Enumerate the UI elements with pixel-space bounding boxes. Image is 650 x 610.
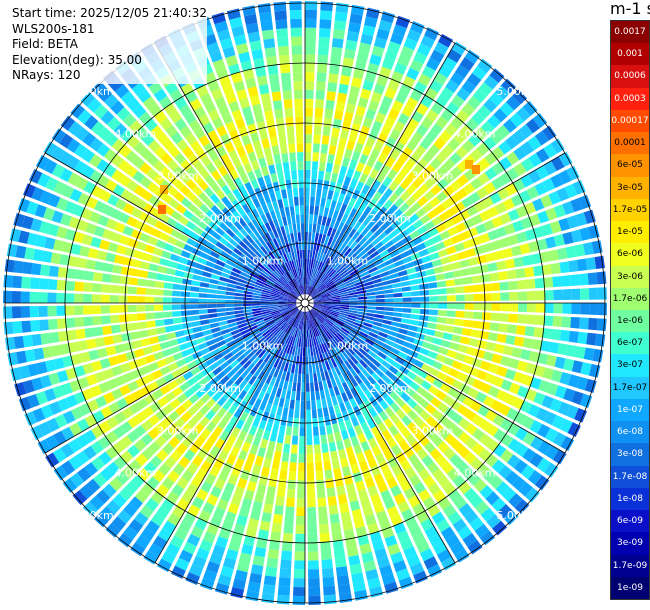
- colorbar-cell: 3e-05: [611, 176, 649, 199]
- instrument-label: WLS200s-181: [12, 21, 95, 36]
- range-label: 2.00km: [369, 212, 411, 225]
- range-rings-and-spokes: [4, 2, 606, 604]
- colorbar-cell: 0.0006: [611, 65, 649, 88]
- range-label: 2.00km: [369, 382, 411, 395]
- range-label: 3.00km: [157, 170, 199, 183]
- colorbar-cell: 1e-09: [611, 576, 649, 599]
- colorbar-cell: 1.7e-07: [611, 376, 649, 399]
- range-label: 4.00km: [115, 127, 157, 140]
- colorbar-cell: 6e-08: [611, 421, 649, 444]
- range-label: 2.00km: [199, 382, 241, 395]
- colorbar-cell: 1e-06: [611, 310, 649, 333]
- range-label: 3.00km: [157, 424, 199, 437]
- range-label: 1.00km: [327, 255, 369, 268]
- colorbar-cell: 3e-06: [611, 265, 649, 288]
- colorbar-cell: 6e-09: [611, 510, 649, 533]
- colorbar-cell: 3e-07: [611, 354, 649, 377]
- colorbar-cell: 6e-05: [611, 154, 649, 177]
- colorbar-cell: 0.0017: [611, 21, 649, 44]
- high-backscatter-patches: [158, 160, 480, 214]
- colorbar-cell: 1e-07: [611, 398, 649, 422]
- colorbar-cell: 1.7e-06: [611, 287, 649, 310]
- field-label: Field: BETA: [12, 37, 78, 51]
- range-label: 4.00km: [454, 127, 496, 140]
- start-time-label: Start time: 2025/12/05 21:40:32: [12, 6, 207, 20]
- elevation-label: Elevation(deg): 35.00: [12, 52, 142, 67]
- colorbar-cell: 1.7e-05: [611, 198, 649, 222]
- colorbar-cell: 3e-09: [611, 532, 649, 555]
- range-label: 3.00km: [411, 170, 453, 183]
- radar-center-marker: [300, 298, 310, 308]
- colorbar-cell: 3e-08: [611, 443, 649, 466]
- range-label: 1.00km: [327, 339, 369, 352]
- range-label: 1.00km: [242, 255, 284, 268]
- nrays-label: NRays: 120: [12, 68, 81, 82]
- colorbar-cell: 0.00017: [611, 109, 649, 133]
- range-label: 3.00km: [411, 424, 453, 437]
- range-label: 5.00km: [72, 85, 114, 98]
- reflectivity-field: [3, 1, 607, 605]
- range-label: 4.00km: [454, 467, 496, 480]
- range-label: 4.00km: [115, 467, 157, 480]
- range-label: 5.00km: [496, 85, 538, 98]
- range-label: 5.00km: [72, 509, 114, 522]
- ppi-plot: 1.00km 1.00km 1.00km 1.00km 2.00km 2.00km 2.00…: [3, 1, 607, 605]
- colorbar-cell: 6e-07: [611, 332, 649, 355]
- range-labels: 1.00km 1.00km 1.00km 1.00km 2.00km 2.00km 2.00…: [72, 85, 538, 522]
- colorbar-cell: 0.0003: [611, 87, 649, 110]
- colorbar-cell: 6e-06: [611, 243, 649, 266]
- range-label: 5.00km: [496, 509, 538, 522]
- colorbar-unit-label: m-1 sr-1: [610, 0, 650, 18]
- colorbar-cell: 0.0001: [611, 132, 649, 155]
- colorbar-cell: 1e-08: [611, 487, 649, 511]
- colorbar: 0.0017 0.001 0.0006 0.0003 0.00017 0.0001 6e-0…: [610, 20, 650, 600]
- colorbar-cell: 1.7e-09: [611, 554, 649, 577]
- plot-info-panel: Start time: 2025/12/05 21:40:32 WLS200s-…: [12, 6, 207, 84]
- colorbar-cell: 1e-05: [611, 221, 649, 244]
- colorbar-cell: 0.001: [611, 43, 649, 66]
- colorbar-cell: 1.7e-08: [611, 465, 649, 488]
- range-label: 2.00km: [199, 212, 241, 225]
- range-label: 1.00km: [242, 339, 284, 352]
